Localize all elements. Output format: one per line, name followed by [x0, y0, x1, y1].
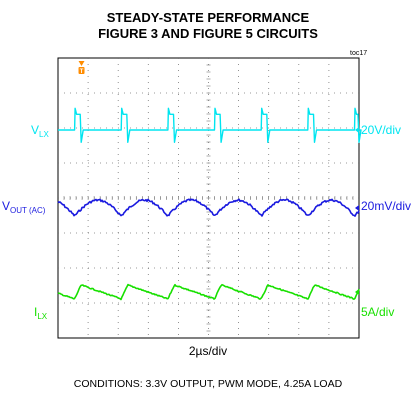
- vout-scale-label: 20mV/div: [361, 199, 411, 213]
- ilx-channel-label: ILX: [34, 305, 48, 321]
- ilx-trace: [57, 283, 360, 301]
- vlx-channel-label: VLX: [31, 123, 49, 139]
- chart-subtitle: FIGURE 3 AND FIGURE 5 CIRCUITS: [98, 26, 318, 41]
- conditions-caption: CONDITIONS: 3.3V OUTPUT, PWM MODE, 4.25A…: [74, 378, 343, 390]
- vout-channel-label: VOUT (AC): [2, 199, 46, 215]
- trigger-box: [78, 67, 85, 74]
- trigger-label: T: [80, 69, 84, 75]
- vlx-trace: [58, 107, 362, 143]
- time-scale-label: 2µs/div: [189, 344, 227, 358]
- traces: [57, 107, 362, 301]
- ground-marker: [355, 205, 359, 211]
- ground-marker: [355, 289, 359, 295]
- trigger-marker: T: [78, 61, 85, 75]
- scope-grid: [58, 58, 359, 338]
- figure-tag: toc17: [350, 50, 367, 57]
- vout-trace: [57, 198, 360, 217]
- trigger-arrow: [78, 61, 85, 66]
- ground-marker: [355, 127, 359, 133]
- ilx-scale-label: 5A/div: [361, 305, 394, 319]
- chart-title: STEADY-STATE PERFORMANCE: [107, 10, 310, 25]
- vlx-scale-label: 20V/div: [361, 123, 401, 137]
